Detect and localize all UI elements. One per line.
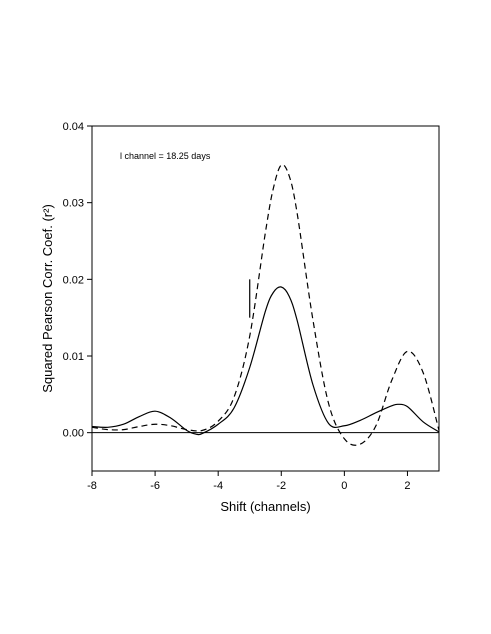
- y-tick-label: 0.01: [63, 351, 84, 363]
- y-axis-title: Squared Pearson Corr. Coef. (r²): [40, 204, 55, 393]
- x-tick-label: -2: [276, 480, 286, 492]
- series-line-solid: [91, 286, 440, 436]
- x-tick-label: 2: [404, 480, 410, 492]
- x-tick-label: 0: [341, 480, 347, 492]
- y-tick-label: 0.03: [63, 198, 84, 210]
- x-tick-label: -6: [150, 480, 160, 492]
- x-tick-label: -8: [87, 480, 97, 492]
- y-tick-label: 0.02: [63, 274, 84, 286]
- axis-layer: -8 -6 -4 -2 0 2 0.00 0.01 0.02 0.03 0.04: [63, 121, 411, 492]
- x-axis-title: Shift (channels): [220, 499, 310, 514]
- annotation-text: l channel = 18.25 days: [120, 151, 211, 161]
- y-tick-label: 0.00: [63, 428, 84, 440]
- series-line-dashed: [91, 164, 440, 446]
- x-tick-label: -4: [213, 480, 223, 492]
- plot-frame: [91, 125, 440, 472]
- y-tick-label: 0.04: [63, 121, 84, 133]
- plot-layer: [91, 164, 440, 446]
